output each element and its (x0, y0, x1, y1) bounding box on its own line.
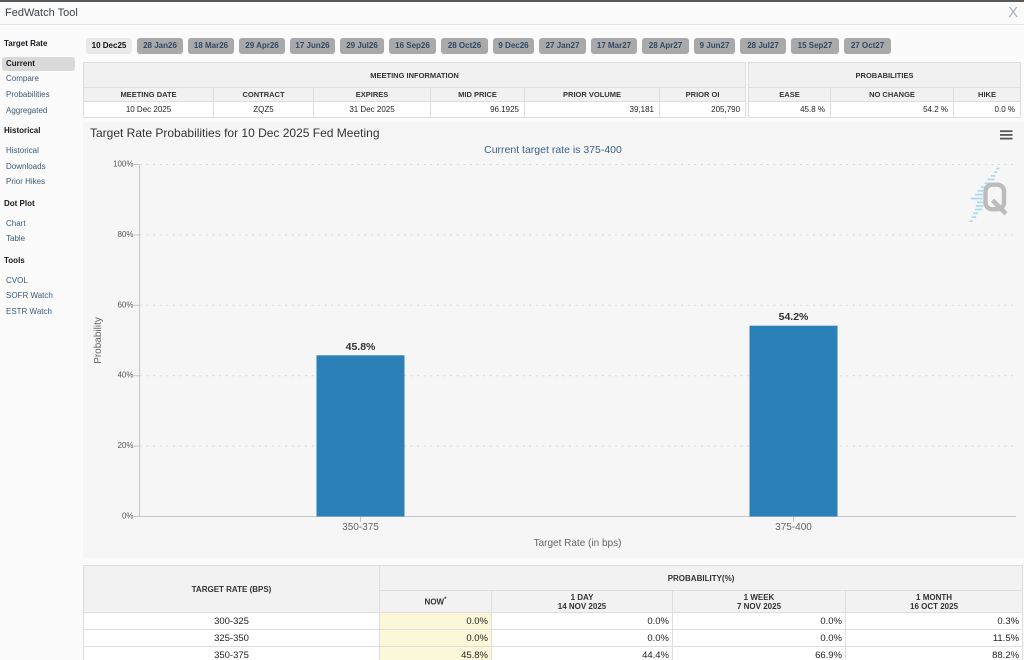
svg-text:375-400: 375-400 (775, 522, 812, 533)
svg-text:Probability: Probability (93, 317, 104, 364)
svg-text:80%: 80% (117, 230, 133, 239)
svg-text:Current target rate is 375-400: Current target rate is 375-400 (484, 144, 622, 156)
svg-text:20%: 20% (117, 441, 133, 450)
svg-text:Target Rate Probabilities for: Target Rate Probabilities for 10 Dec 202… (90, 126, 380, 140)
svg-text:45.8%: 45.8% (346, 341, 376, 353)
svg-text:54.2%: 54.2% (779, 311, 809, 323)
svg-text:60%: 60% (117, 300, 133, 309)
svg-text:350-375: 350-375 (342, 522, 379, 533)
svg-text:Target Rate (in bps): Target Rate (in bps) (534, 538, 622, 549)
svg-text:40%: 40% (117, 371, 133, 380)
svg-text:100%: 100% (113, 160, 133, 169)
svg-text:0%: 0% (122, 512, 134, 521)
